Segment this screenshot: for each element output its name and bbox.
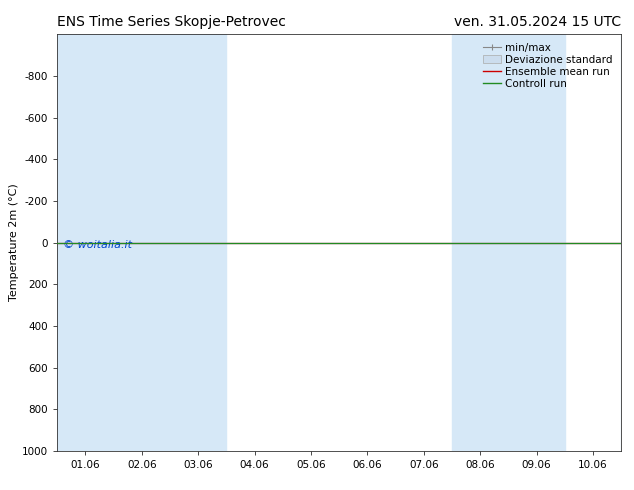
Bar [170,34,226,451]
Bar [57,34,113,451]
Bar [621,34,634,451]
Legend: min/max, Deviazione standard, Ensemble mean run, Controll run: min/max, Deviazione standard, Ensemble m… [479,40,616,92]
Text: © woitalia.it: © woitalia.it [63,241,132,250]
Bar [452,34,508,451]
Text: ENS Time Series Skopje-Petrovec: ENS Time Series Skopje-Petrovec [57,15,286,29]
Text: ven. 31.05.2024 15 UTC: ven. 31.05.2024 15 UTC [454,15,621,29]
Bar [113,34,170,451]
Bar [508,34,565,451]
Y-axis label: Temperature 2m (°C): Temperature 2m (°C) [9,184,19,301]
